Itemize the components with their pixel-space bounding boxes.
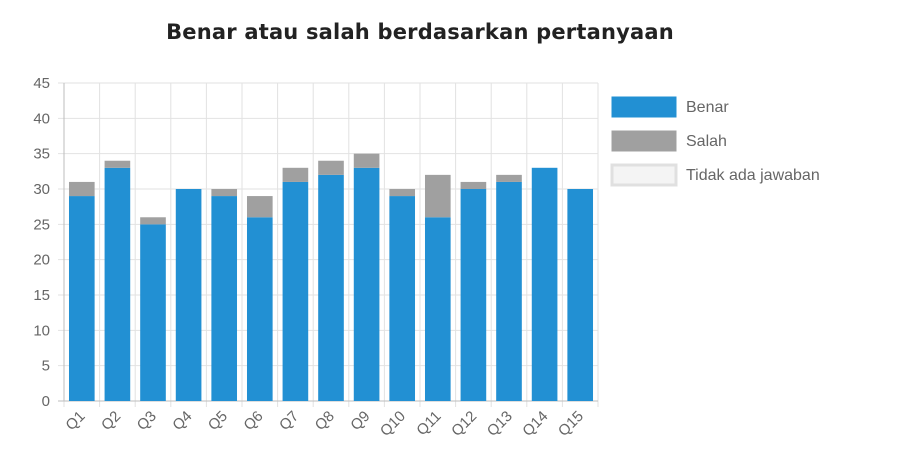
- bar-q11-series-1[interactable]: [424, 174, 451, 218]
- x-tick-label: Q10: [377, 408, 409, 440]
- bar-q12-series-0[interactable]: [460, 189, 487, 401]
- y-tick-label: 20: [33, 252, 50, 269]
- bar-q2-series-0[interactable]: [104, 167, 131, 401]
- y-tick-label: 40: [33, 110, 50, 127]
- x-tick-label: Q14: [519, 408, 551, 440]
- bar-q9-series-1[interactable]: [353, 153, 380, 168]
- bar-q3-series-1[interactable]: [140, 217, 166, 225]
- legend-swatch-1[interactable]: [611, 130, 677, 152]
- x-tick-label: Q12: [448, 408, 480, 440]
- bar-q11-series-0[interactable]: [424, 217, 451, 401]
- bar-q1-series-0[interactable]: [68, 196, 95, 401]
- bar-q10-series-0[interactable]: [389, 196, 416, 401]
- bar-q6-series-0[interactable]: [246, 217, 273, 401]
- y-tick-label: 15: [33, 287, 50, 304]
- bar-q7-series-1[interactable]: [282, 167, 309, 182]
- bar-q15-series-0[interactable]: [567, 189, 594, 401]
- legend-label-2[interactable]: Tidak ada jawaban: [686, 167, 820, 184]
- y-tick-label: 0: [42, 393, 50, 410]
- bar-q12-series-1[interactable]: [460, 181, 487, 189]
- x-tick-label: Q8: [312, 408, 338, 434]
- y-tick-label: 30: [33, 181, 50, 198]
- y-tick-label: 25: [33, 216, 50, 233]
- legend-swatch-0[interactable]: [611, 96, 677, 118]
- x-tick-label: Q6: [240, 408, 266, 434]
- y-tick-label: 5: [42, 358, 50, 375]
- bar-q13-series-0[interactable]: [496, 181, 522, 401]
- x-tick-label: Q13: [484, 408, 516, 440]
- bar-q3-series-0[interactable]: [140, 224, 166, 401]
- legend-swatch-2[interactable]: [610, 163, 678, 187]
- y-tick-label: 45: [33, 75, 50, 92]
- bar-q5-series-0[interactable]: [211, 196, 238, 401]
- bar-q4-series-0[interactable]: [175, 189, 202, 401]
- bar-q6-series-1[interactable]: [246, 196, 273, 218]
- legend-label-1[interactable]: Salah: [686, 133, 727, 150]
- bar-q9-series-0[interactable]: [353, 167, 380, 401]
- x-tick-label: Q3: [134, 408, 160, 434]
- x-tick-label: Q4: [169, 408, 195, 434]
- bar-q10-series-1[interactable]: [389, 189, 416, 197]
- x-tick-label: Q5: [205, 408, 231, 434]
- bar-q8-series-1[interactable]: [318, 160, 344, 175]
- x-tick-label: Q1: [62, 408, 88, 434]
- bar-q5-series-1[interactable]: [211, 189, 238, 197]
- legend-label-0[interactable]: Benar: [686, 99, 729, 116]
- x-tick-label: Q2: [98, 408, 124, 434]
- x-tick-label: Q11: [413, 408, 444, 439]
- bar-q13-series-1[interactable]: [496, 174, 522, 182]
- y-tick-label: 10: [33, 322, 50, 339]
- x-tick-label: Q15: [555, 408, 587, 440]
- bar-q1-series-1[interactable]: [68, 181, 95, 197]
- bar-q2-series-1[interactable]: [104, 160, 131, 168]
- bar-q8-series-0[interactable]: [318, 174, 344, 401]
- y-tick-label: 35: [33, 146, 50, 163]
- x-tick-label: Q7: [276, 408, 302, 434]
- bar-q14-series-0[interactable]: [531, 167, 558, 401]
- chart-title: Benar atau salah berdasarkan pertanyaan: [166, 20, 674, 44]
- bar-q7-series-0[interactable]: [282, 181, 309, 401]
- x-tick-label: Q9: [347, 408, 373, 434]
